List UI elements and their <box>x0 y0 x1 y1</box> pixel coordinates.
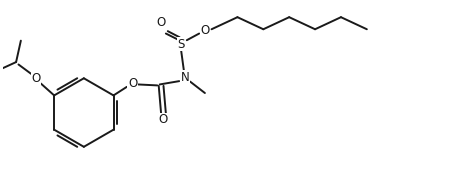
Text: N: N <box>180 71 189 84</box>
Text: O: O <box>128 77 137 90</box>
Text: O: O <box>156 16 165 29</box>
Text: O: O <box>200 24 209 37</box>
Text: O: O <box>159 113 168 126</box>
Text: O: O <box>32 72 41 85</box>
Text: S: S <box>177 38 185 50</box>
